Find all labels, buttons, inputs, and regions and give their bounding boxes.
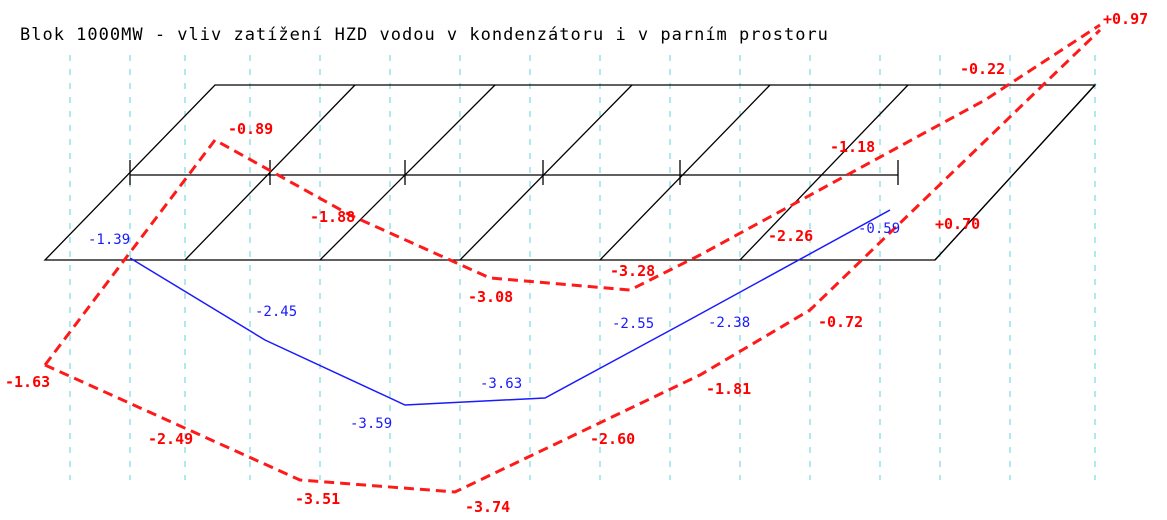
red-label: -2.49 [148, 430, 193, 448]
red-label: +0.97 [1103, 10, 1148, 28]
blue-label: -2.38 [708, 315, 750, 331]
plane-division [739, 84, 909, 261]
title: Blok 1000MW - vliv zatížení HZD vodou v … [20, 25, 829, 45]
plane-division [459, 84, 633, 261]
red-label: -1.88 [310, 208, 355, 226]
plane-division [934, 84, 1096, 261]
reference-lines [69, 55, 1096, 480]
blue-label: -1.39 [88, 232, 130, 248]
plane-outline [43, 84, 1097, 261]
blue-label: -2.55 [612, 316, 654, 332]
blue-label: -2.45 [255, 304, 297, 320]
red-label: -1.63 [5, 373, 50, 391]
red-label: -1.18 [830, 138, 875, 156]
red-label: +0.70 [935, 215, 980, 233]
plane [43, 84, 1097, 261]
red-label: -2.26 [768, 227, 813, 245]
red-lower-curve [44, 28, 1102, 494]
plane-division [319, 84, 496, 261]
red-label: -3.51 [295, 490, 340, 508]
red-label: -0.72 [818, 313, 863, 331]
red-label: -2.60 [590, 430, 635, 448]
red-label: -1.81 [706, 380, 751, 398]
blue-label: -0.59 [858, 221, 900, 237]
blue-label: -3.59 [350, 416, 392, 432]
blue-curve [129, 209, 891, 406]
plane-division [599, 84, 771, 261]
red-label: -3.08 [468, 288, 513, 306]
red-label: -3.74 [465, 498, 510, 516]
blue-label: -3.63 [480, 376, 522, 392]
red-label: -0.89 [228, 120, 273, 138]
red-upper-curve [43, 23, 1101, 366]
red-label: -3.28 [610, 262, 655, 280]
red-label: -0.22 [960, 60, 1005, 78]
